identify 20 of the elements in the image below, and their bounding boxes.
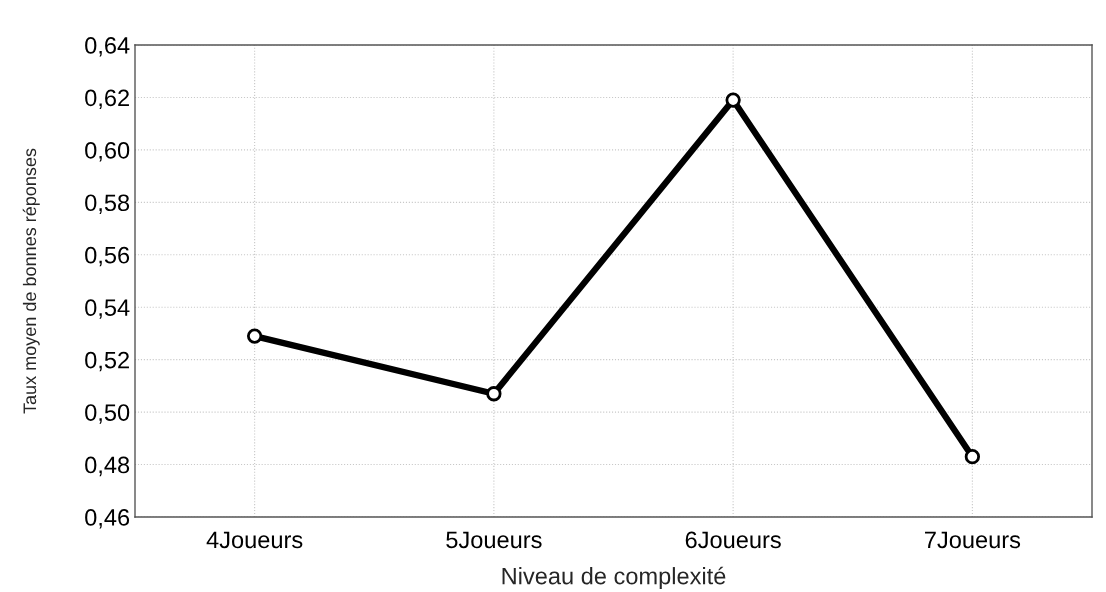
x-tick-label: 7Joueurs <box>925 531 1021 549</box>
point <box>964 449 981 465</box>
y-tick-label: 0,64 <box>85 37 130 57</box>
y-tick-label: 0,60 <box>85 141 130 162</box>
point <box>725 92 741 108</box>
y-tick-label: 0,62 <box>85 89 129 110</box>
point <box>486 386 502 402</box>
x-tick-label: 4Joueurs <box>206 531 303 549</box>
y-tick-label: 0,50 <box>85 404 130 424</box>
x-axis-title: Niveau de complexité <box>502 566 726 590</box>
y-tick-label: 0,54 <box>85 299 130 319</box>
y-tick-label: 0,52 <box>85 351 129 372</box>
y-tick-label: 0,56 <box>85 246 130 267</box>
y-tick-label: 0,58 <box>85 194 130 214</box>
y-tick-label: 0,48 <box>85 456 130 477</box>
x-tick-label: 5Joueurs <box>446 531 542 549</box>
y-axis-title: Taux moyen de bonnes réponses <box>22 148 40 414</box>
point <box>246 328 263 344</box>
y-tick-label: 0,46 <box>85 509 130 529</box>
x-tick-label: 6Joueurs <box>685 531 781 549</box>
